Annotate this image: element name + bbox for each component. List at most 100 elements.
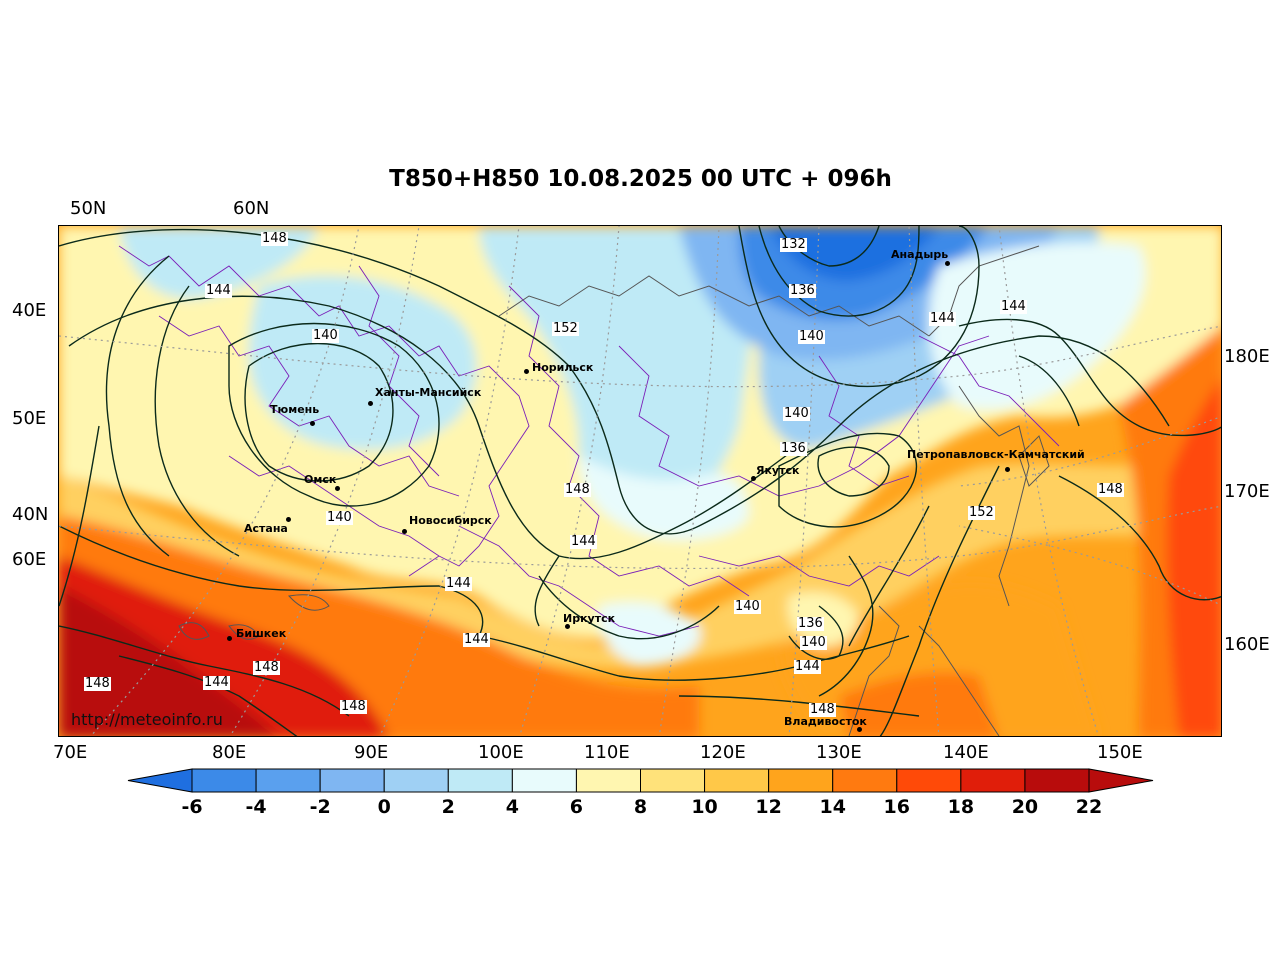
grid-label: 170E xyxy=(1224,481,1270,502)
grid-label: 50E xyxy=(12,408,47,429)
colorbar-segment xyxy=(383,768,449,793)
city-label: Анадырь xyxy=(891,248,949,261)
lon-label: 80E xyxy=(212,742,247,763)
contour-label: 144 xyxy=(1000,299,1027,314)
contour-label: 140 xyxy=(312,328,339,343)
city-label: Тюмень xyxy=(270,403,320,416)
city-marker xyxy=(227,636,232,641)
city-marker xyxy=(945,261,950,266)
colorbar-segment xyxy=(1024,768,1090,793)
colorbar-segment xyxy=(447,768,513,793)
colorbar-max-arrow xyxy=(1088,768,1154,793)
colorbar-tick-label: 16 xyxy=(883,796,911,818)
contour-label: 144 xyxy=(203,675,230,690)
map-canvas xyxy=(59,226,1221,736)
contour-label: 136 xyxy=(797,616,824,631)
contour-label: 148 xyxy=(84,676,111,691)
lon-label: 130E xyxy=(816,742,862,763)
contour-label: 148 xyxy=(261,231,288,246)
contour-label: 148 xyxy=(564,482,591,497)
city-marker xyxy=(857,727,862,732)
colorbar-segment xyxy=(896,768,962,793)
contour-label: 148 xyxy=(340,699,367,714)
colorbar-tick-label: 18 xyxy=(947,796,975,818)
colorbar-tick-label: -4 xyxy=(245,796,267,818)
lon-label: 140E xyxy=(943,742,989,763)
watermark: http://meteoinfo.ru xyxy=(71,710,223,729)
city-marker xyxy=(402,529,407,534)
city-marker xyxy=(286,517,291,522)
city-marker xyxy=(335,486,340,491)
city-label: Владивосток xyxy=(784,715,867,728)
contour-label: 132 xyxy=(780,237,807,252)
colorbar-tick-label: 12 xyxy=(755,796,782,818)
colorbar-segment xyxy=(191,768,257,793)
city-label: Астана xyxy=(244,522,288,535)
city-label: Новосибирск xyxy=(409,514,492,527)
colorbar xyxy=(127,768,1154,793)
city-label: Норильск xyxy=(532,361,594,374)
city-marker xyxy=(1005,467,1010,472)
contour-label: 140 xyxy=(798,329,825,344)
colorbar-segment xyxy=(704,768,770,793)
contour-label: 144 xyxy=(463,632,490,647)
city-marker xyxy=(310,421,315,426)
lat-label: 50N xyxy=(70,198,107,219)
city-marker xyxy=(368,401,373,406)
city-label: Омск xyxy=(304,473,337,486)
map-title: T850+H850 10.08.2025 00 UTC + 096h xyxy=(389,166,892,192)
grid-label: 60E xyxy=(12,549,47,570)
city-marker xyxy=(524,369,529,374)
colorbar-tick-label: 2 xyxy=(441,796,455,818)
colorbar-tick-label: 4 xyxy=(505,796,519,818)
colorbar-tick-label: 8 xyxy=(633,796,648,818)
contour-label: 144 xyxy=(205,283,232,298)
grid-label: 40E xyxy=(12,300,47,321)
temperature-map[interactable]: Норильск Ханты-Мансийск Тюмень Омск Аста… xyxy=(58,225,1222,737)
colorbar-min-arrow xyxy=(127,768,193,793)
city-label: Петропавловск-Камчатский xyxy=(907,448,1085,461)
lon-label: 100E xyxy=(478,742,524,763)
colorbar-tick-label: 14 xyxy=(819,796,846,818)
lon-label: 110E xyxy=(584,742,630,763)
grid-label: 160E xyxy=(1224,634,1270,655)
colorbar-segment xyxy=(960,768,1026,793)
contour-label: 136 xyxy=(780,441,807,456)
lon-label: 70E xyxy=(53,742,88,763)
contour-label: 152 xyxy=(552,321,579,336)
city-marker xyxy=(751,476,756,481)
contour-label: 148 xyxy=(809,702,836,717)
colorbar-segment xyxy=(768,768,834,793)
colorbar-segment xyxy=(575,768,642,793)
colorbar-segment xyxy=(255,768,321,793)
colorbar-tick-label: 22 xyxy=(1075,796,1103,818)
grid-label: 180E xyxy=(1224,346,1270,367)
contour-label: 144 xyxy=(929,311,956,326)
city-label: Бишкек xyxy=(236,627,287,640)
contour-label: 140 xyxy=(800,635,827,650)
colorbar-segment xyxy=(319,768,385,793)
contour-label: 148 xyxy=(1097,482,1124,497)
contour-label: 144 xyxy=(570,534,597,549)
contour-label: 144 xyxy=(445,576,472,591)
contour-label: 140 xyxy=(734,599,761,614)
city-marker xyxy=(565,624,570,629)
contour-label: 152 xyxy=(968,505,995,520)
grid-label: 40N xyxy=(12,504,49,525)
lon-label: 150E xyxy=(1097,742,1143,763)
colorbar-tick-label: 10 xyxy=(691,796,718,818)
city-label: Иркутск xyxy=(563,612,616,625)
colorbar-tick-label: 6 xyxy=(569,796,584,818)
contour-label: 148 xyxy=(253,660,280,675)
lon-label: 120E xyxy=(700,742,746,763)
colorbar-tick-label: -2 xyxy=(309,796,331,818)
contour-label: 140 xyxy=(326,510,353,525)
city-label: Ханты-Мансийск xyxy=(375,386,482,399)
colorbar-tick-label: 20 xyxy=(1011,796,1039,818)
lon-label: 90E xyxy=(354,742,389,763)
colorbar-segment xyxy=(511,768,577,793)
colorbar-tick-label: -6 xyxy=(181,796,203,818)
contour-label: 140 xyxy=(783,406,810,421)
city-label: Якутск xyxy=(756,464,800,477)
colorbar-segment xyxy=(640,768,706,793)
